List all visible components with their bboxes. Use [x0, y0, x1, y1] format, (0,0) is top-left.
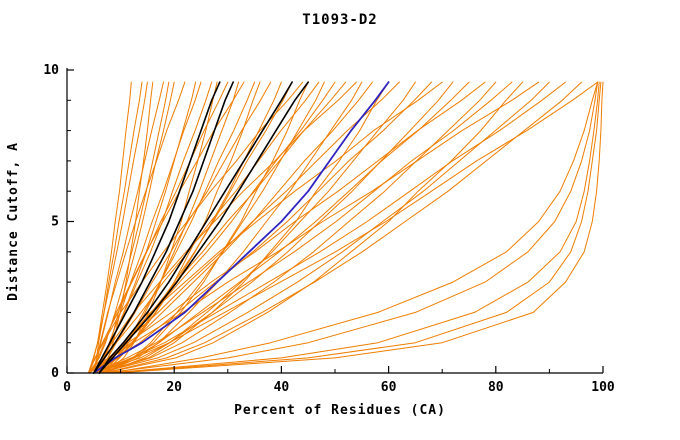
- model-curve: [104, 81, 583, 374]
- x-tick-label: 20: [166, 380, 182, 395]
- y-tick-label: 5: [51, 215, 59, 230]
- model-curve: [104, 81, 524, 374]
- chart-title: T1093-D2: [302, 12, 378, 28]
- model-curve: [87, 81, 229, 374]
- model-curve: [104, 81, 470, 374]
- model-curve: [92, 81, 390, 374]
- model-curve: [93, 81, 221, 374]
- curves: [87, 81, 604, 374]
- x-tick-label: 80: [488, 380, 504, 395]
- axes: 0 20 40 60 80 100 0 5 10: [43, 63, 615, 395]
- y-tick-label: 0: [51, 366, 59, 381]
- x-tick-label: 60: [381, 380, 397, 395]
- model-curve: [93, 81, 513, 374]
- model-curve: [93, 81, 164, 374]
- model-curve: [109, 81, 599, 374]
- model-curve: [98, 81, 390, 374]
- model-curve: [98, 81, 272, 374]
- model-curve: [98, 81, 550, 374]
- model-curve: [104, 81, 599, 374]
- model-curve: [93, 81, 245, 374]
- model-curve: [93, 81, 566, 374]
- model-curve: [104, 81, 293, 374]
- model-curve: [93, 81, 599, 374]
- model-curve: [93, 81, 357, 374]
- model-curve: [93, 81, 234, 374]
- model-curve: [87, 81, 170, 374]
- model-curve: [87, 81, 197, 374]
- x-axis-label: Percent of Residues (CA): [234, 403, 446, 418]
- model-curve: [109, 81, 600, 374]
- model-curve: [87, 81, 336, 374]
- series-reference-blue: [92, 81, 390, 374]
- model-curve: [114, 81, 604, 374]
- x-tick-label: 40: [274, 380, 290, 395]
- model-curve: [93, 81, 143, 374]
- model-curve: [87, 81, 148, 374]
- model-curve: [109, 81, 602, 374]
- x-tick-label: 100: [591, 380, 615, 395]
- series-reference-black: [93, 81, 310, 374]
- model-curve: [98, 81, 239, 374]
- model-curve: [104, 81, 416, 374]
- model-curve: [93, 81, 400, 374]
- model-curve: [104, 81, 325, 374]
- model-curve: [93, 81, 186, 374]
- model-curve: [87, 81, 373, 374]
- model-curve: [87, 81, 540, 374]
- y-tick-label: 10: [43, 63, 59, 78]
- model-curve: [98, 81, 293, 374]
- model-curve: [98, 81, 310, 374]
- model-curve: [98, 81, 497, 374]
- model-curve: [93, 81, 320, 374]
- model-curve: [98, 81, 154, 374]
- model-curve: [98, 81, 309, 374]
- model-curve: [87, 81, 304, 374]
- x-tick-label: 0: [63, 380, 71, 395]
